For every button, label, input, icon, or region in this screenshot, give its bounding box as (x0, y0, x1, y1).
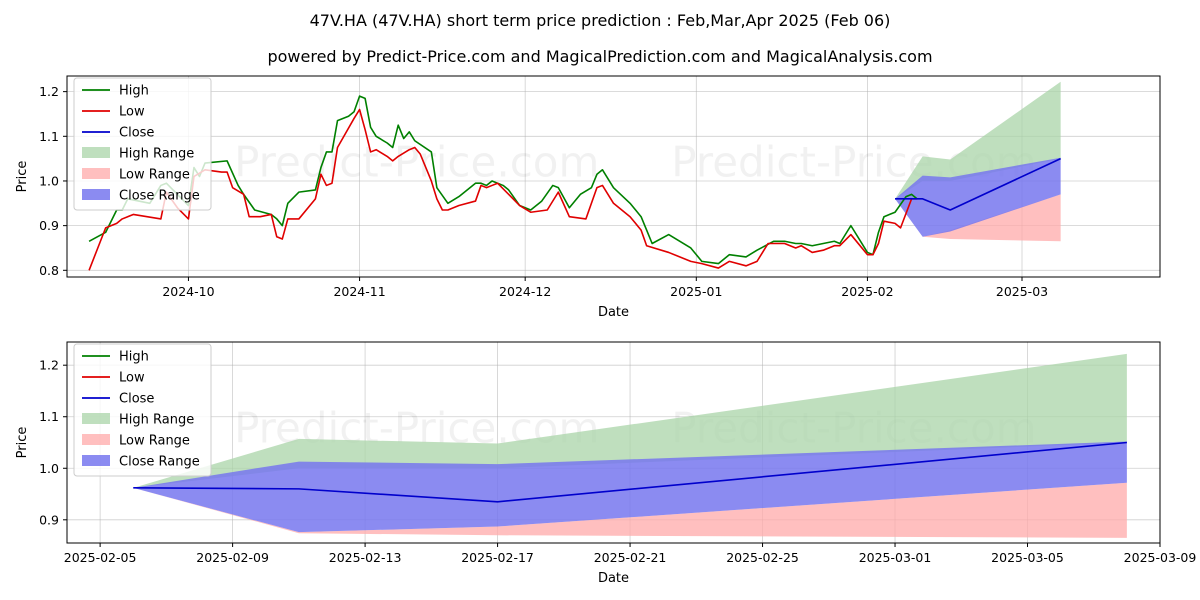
y-tick-label: 1.2 (39, 84, 59, 99)
high-range-band (895, 81, 1061, 199)
chart-subtitle: powered by Predict-Price.com and Magical… (267, 47, 932, 66)
low-line (88, 108, 918, 271)
x-tick-label: 2024-12 (499, 284, 551, 299)
y-axis-label: Price (15, 161, 30, 193)
plot-area (88, 81, 1061, 271)
x-tick-label: 2025-03 (996, 284, 1048, 299)
x-tick-label: 2025-03-01 (859, 550, 932, 565)
y-tick-label: 1.1 (39, 129, 59, 144)
legend-label: Low (119, 105, 145, 120)
low-range-band (895, 194, 1061, 242)
legend-label: High (119, 84, 149, 99)
chart-title: 47V.HA (47V.HA) short term price predict… (310, 11, 891, 30)
x-tick-label: 2025-02-25 (726, 550, 799, 565)
x-tick-label: 2024-10 (162, 284, 214, 299)
legend-label: High Range (119, 413, 194, 428)
legend-swatch-close-range (82, 455, 110, 466)
legend-label: High (119, 350, 149, 365)
x-tick-label: 2025-01 (670, 284, 722, 299)
x-tick-label: 2025-02-05 (64, 550, 137, 565)
y-tick-label: 1.1 (39, 409, 59, 424)
x-tick-label: 2025-02-09 (196, 550, 269, 565)
legend-swatch-high-range (82, 413, 110, 424)
top-price-chart: Predict-Price.com Predict-Price.com2024-1… (15, 75, 1161, 320)
y-axis: 0.9 1.0 1.1 1.2 (39, 358, 67, 527)
high-range-band (133, 353, 1127, 488)
watermark-text: Predict-Price.com (234, 138, 599, 187)
legend: High Low Close High Range Low Range Close Ran… (73, 343, 212, 477)
axes-frame (66, 341, 1161, 544)
legend-swatch-close-range (82, 189, 110, 200)
legend-label: Close (119, 392, 154, 407)
legend-label: Close (119, 126, 154, 141)
legend-label: Low Range (119, 434, 190, 449)
y-tick-label: 0.9 (39, 512, 59, 527)
legend-label: Low Range (119, 168, 190, 183)
legend: High Low Close High Range Low Range Close Ran… (73, 77, 212, 211)
y-axis: 0.8 0.9 1.0 1.1 1.2 (39, 84, 67, 278)
x-tick-label: 2025-03-09 (1124, 550, 1197, 565)
x-axis: 2025-02-05 2025-02-09 2025-02-13 2025-02-17… (64, 543, 1197, 565)
low-range-band (133, 482, 1127, 538)
high-line (88, 95, 918, 265)
legend-label: Low (119, 371, 145, 386)
x-tick-label: 2025-02-17 (461, 550, 534, 565)
y-tick-label: 1.2 (39, 358, 59, 373)
x-axis: 2024-10 2024-11 2024-12 2025-01 2025-02 2025-… (162, 277, 1048, 299)
legend-swatch-low-range (82, 434, 110, 445)
x-axis-label: Date (598, 305, 629, 320)
close-range-band (133, 441, 1127, 533)
plot-area (133, 353, 1127, 538)
legend-swatch-high-range (82, 147, 110, 158)
x-tick-label: 2025-03-05 (991, 550, 1064, 565)
legend-label: High Range (119, 147, 194, 162)
close-line (895, 157, 1061, 211)
legend-label: Close Range (119, 455, 200, 470)
x-tick-label: 2024-11 (333, 284, 385, 299)
bottom-forecast-chart: Predict-Price.comPredict-Price.com2025-0… (15, 341, 1197, 586)
y-tick-label: 0.8 (39, 263, 59, 278)
axes-frame (66, 75, 1161, 278)
y-axis-label: Price (15, 427, 30, 459)
x-tick-label: 2025-02-21 (594, 550, 667, 565)
legend-label: Close Range (119, 189, 200, 204)
close-line (133, 441, 1127, 503)
x-axis-label: Date (598, 571, 629, 586)
x-tick-label: 2025-02-13 (329, 550, 402, 565)
legend-swatch-low-range (82, 168, 110, 179)
y-tick-label: 0.9 (39, 218, 59, 233)
y-tick-label: 1.0 (39, 461, 59, 476)
y-tick-label: 1.0 (39, 173, 59, 188)
x-tick-label: 2025-02 (841, 284, 893, 299)
